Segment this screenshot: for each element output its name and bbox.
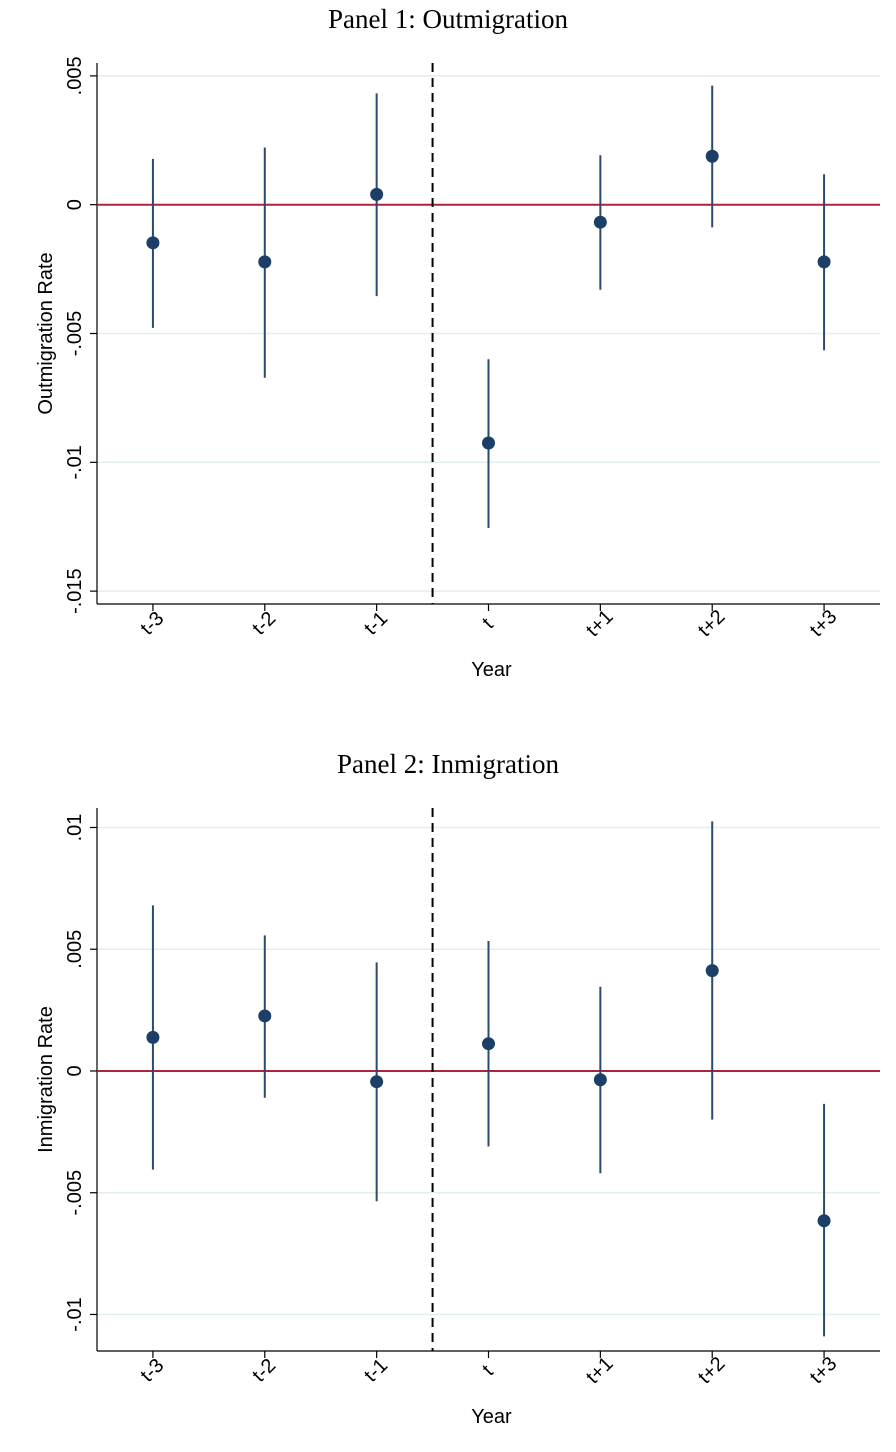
estimate-point (146, 236, 160, 250)
inmigration-plot: .01 .005 0 -.005 -.01 Inmigration Rate t-3 t-2 t… (35, 808, 880, 1428)
x-tick-label: t (478, 613, 498, 633)
y-axis-title: Outmigration Rate (35, 252, 57, 414)
chart-title: Panel 2: Inmigration (337, 749, 559, 779)
estimate-point (370, 187, 384, 201)
estimate-point (705, 149, 719, 163)
x-tick-label: t+3 (806, 1353, 842, 1389)
y-tick-label: -.005 (64, 1170, 86, 1216)
x-axis-title: Year (471, 659, 512, 681)
y-tick-label: .01 (64, 814, 86, 842)
y-tick-label: .005 (64, 930, 86, 969)
chart-title: Panel 1: Outmigration (328, 4, 568, 34)
estimate-point (593, 1073, 607, 1087)
y-tick-label: -.015 (64, 568, 86, 614)
estimate-point (817, 255, 831, 269)
estimate-point (593, 215, 607, 229)
estimate-point (482, 1037, 495, 1051)
x-tick-label: t-3 (136, 1354, 168, 1386)
x-tick-label: t+2 (694, 1353, 730, 1389)
estimate-point (705, 964, 719, 978)
x-tick-label: t+1 (582, 606, 618, 642)
x-tick-label: t+2 (694, 606, 730, 642)
panel-inmigration: Panel 2: Inmigration .01 .005 0 -.005 -.01 In… (0, 745, 896, 1445)
estimate-point (146, 1030, 160, 1044)
outmigration-plot: .005 0 -.005 -.01 -.015 Outmigration Rate t-3 t… (35, 56, 880, 681)
estimate-point (258, 255, 272, 269)
x-tick-label: t+1 (582, 1353, 618, 1389)
estimate-point (817, 1214, 831, 1228)
x-tick-label: t-1 (360, 1354, 392, 1386)
x-axis-title: Year (471, 1406, 512, 1428)
estimate-point (370, 1075, 384, 1089)
x-tick-label: t (478, 1360, 498, 1380)
x-tick-label: t-3 (136, 607, 168, 639)
x-tick-label: t-2 (248, 607, 280, 639)
y-tick-label: -.005 (64, 311, 86, 357)
x-tick-label: t-2 (248, 1354, 280, 1386)
y-axis-title: Inmigration Rate (35, 1006, 57, 1153)
x-tick-label: t+3 (806, 606, 842, 642)
y-tick-label: .005 (64, 56, 86, 95)
y-tick-label: 0 (64, 199, 86, 210)
panel-outmigration: Panel 1: Outmigration .005 0 -.005 -.01 -.01… (0, 0, 896, 700)
estimate-point (482, 436, 495, 450)
x-tick-label: t-1 (360, 607, 392, 639)
estimate-point (258, 1009, 272, 1023)
y-tick-label: 0 (64, 1065, 86, 1076)
y-tick-label: -.01 (64, 1297, 86, 1331)
y-tick-label: -.01 (64, 445, 86, 479)
